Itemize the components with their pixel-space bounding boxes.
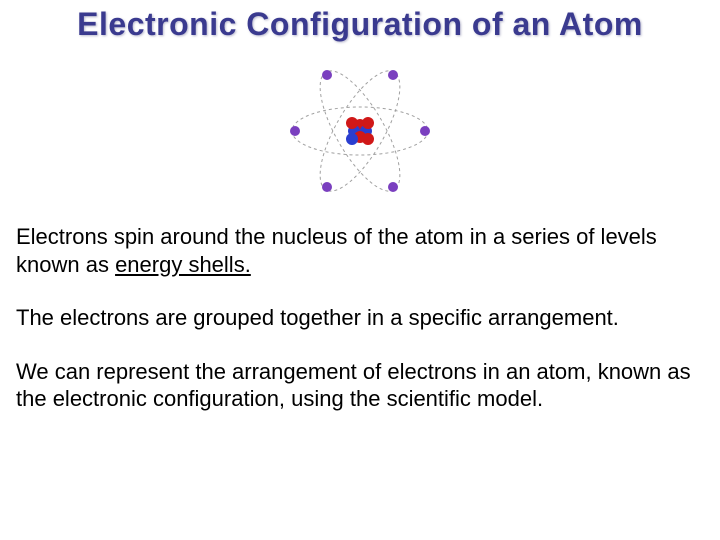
atom-diagram <box>280 51 440 211</box>
neutron <box>346 133 358 145</box>
paragraph-1: Electrons spin around the nucleus of the… <box>16 223 704 278</box>
electron <box>388 70 398 80</box>
electron <box>290 126 300 136</box>
paragraph-2: The electrons are grouped together in a … <box>16 304 704 332</box>
atom-diagram-container <box>0 51 720 211</box>
electron <box>388 182 398 192</box>
electron <box>420 126 430 136</box>
body-text: Electrons spin around the nucleus of the… <box>0 223 720 413</box>
proton <box>362 117 374 129</box>
paragraph-1-underlined: energy shells. <box>115 252 251 277</box>
electron <box>322 182 332 192</box>
paragraph-3: We can represent the arrangement of elec… <box>16 358 704 413</box>
paragraph-1-text-a: Electrons spin around the nucleus of the… <box>16 224 657 277</box>
proton <box>346 117 358 129</box>
electron <box>322 70 332 80</box>
page-title: Electronic Configuration of an Atom <box>0 0 720 43</box>
proton <box>362 133 374 145</box>
